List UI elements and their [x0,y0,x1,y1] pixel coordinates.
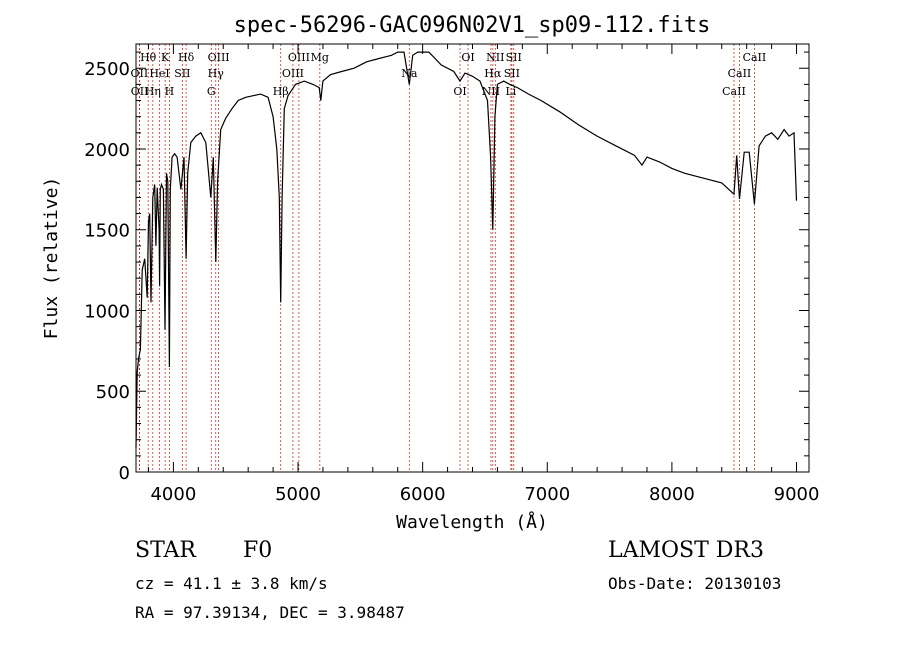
object-subclass: F0 [243,538,273,563]
line-marker-label: K [161,51,170,64]
y-tick-label: 0 [119,463,130,484]
line-marker-label: OIII [288,51,310,64]
line-marker-label: NII [486,51,504,64]
line-marker-label: HeI [149,67,169,80]
line-marker-label: Hγ [208,67,225,80]
line-marker-label: CaII [743,51,767,64]
line-marker-label: CaII [722,85,746,98]
line-marker-label: SII [504,67,520,80]
plot-frame [135,43,810,473]
x-tick-label: 7000 [524,484,570,505]
line-marker-label: Li [505,85,516,98]
line-marker-label: OI [453,85,466,98]
line-marker-label: OIII [282,67,304,80]
x-tick-label: 9000 [774,484,820,505]
line-marker-label: H [165,85,175,98]
redshift-text: cz = 41.1 ± 3.8 km/s [135,574,328,593]
x-axis: 4000 5000 6000 7000 8000 9000 [147,44,820,505]
chart-title: spec-56296-GAC096N02V1_sp09-112.fits [234,13,711,38]
emission-line-labels: Hθ OII OII K HeI Hη Hδ SII H OIII Hγ G OIII OIII Hβ Mg N… [131,51,767,98]
y-tick-label: 2000 [84,140,130,161]
line-marker-label: Hθ [140,51,157,64]
line-marker-label: OII [131,85,149,98]
x-tick-label: 5000 [275,484,321,505]
x-axis-label: Wavelength (Å) [396,511,548,533]
y-tick-label: 1500 [84,221,130,242]
y-tick-label: 1000 [84,301,130,322]
line-marker-label: Na [401,67,418,80]
x-tick-label: 8000 [649,484,695,505]
obs-date-text: Obs-Date: 20130103 [608,574,782,593]
line-marker-label: OI [461,51,474,64]
y-axis: 0 500 1000 1500 2000 2500 [84,51,809,484]
object-class: STAR [135,538,196,563]
line-marker-label: SII [506,51,522,64]
line-marker-label: Hδ [178,51,195,64]
y-tick-label: 500 [96,382,130,403]
line-marker-label: CaII [728,67,752,80]
line-marker-label: Mg [311,51,329,64]
survey-name: LAMOST DR3 [608,538,764,563]
line-marker-label: Hβ [273,85,289,98]
line-marker-label: OIII [208,51,230,64]
y-tick-label: 2500 [84,59,130,80]
line-marker-label: SII [174,67,190,80]
line-marker-label: Hα [484,67,502,80]
line-marker-label: G [207,85,216,98]
x-tick-label: 6000 [400,484,446,505]
line-marker-label: OII [131,67,149,80]
coordinates-text: RA = 97.39134, DEC = 3.98487 [135,603,405,622]
series-line-flux [135,51,798,448]
line-marker-label: NII [482,85,500,98]
line-marker-label: Hη [145,85,161,98]
x-tick-label: 4000 [150,484,196,505]
y-axis-label: Flux (relative) [41,177,62,340]
